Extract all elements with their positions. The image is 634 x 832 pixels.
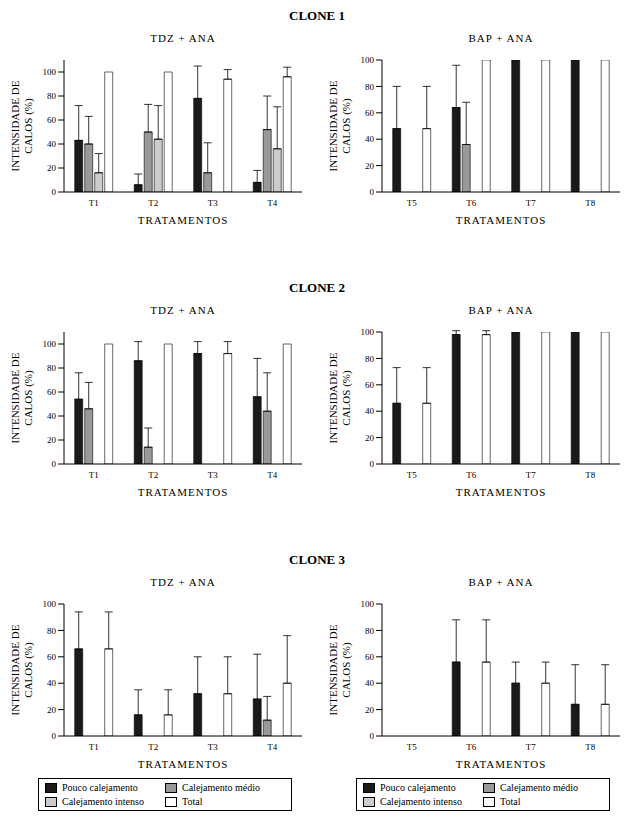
svg-text:100: 100	[43, 67, 57, 77]
html-text:Calejamento intenso: Calejamento intenso	[62, 796, 144, 807]
svg-text:T1: T1	[89, 470, 99, 480]
html-text:BAP + ANA: BAP + ANA	[468, 304, 534, 316]
svg-text:0: 0	[370, 731, 375, 741]
html-text:INTENSIDADE DE CALOS (%): INTENSIDADE DE CALOS (%)	[9, 80, 34, 172]
html-text:BAP + ANA: BAP + ANA	[468, 32, 534, 44]
svg-text:0: 0	[370, 187, 375, 197]
svg-text:0: 0	[52, 187, 57, 197]
html-text:Calejamento intenso: Calejamento intenso	[380, 796, 462, 807]
svg-text:20: 20	[47, 705, 57, 715]
svg-text:T8: T8	[585, 198, 595, 208]
svg-text:40: 40	[365, 678, 375, 688]
html-text:Pouco calejamento: Pouco calejamento	[380, 782, 456, 793]
html-text:TRATAMENTOS: TRATAMENTOS	[455, 486, 547, 498]
svg-text:T1: T1	[89, 198, 99, 208]
svg-text:40: 40	[47, 411, 57, 421]
svg-text:80: 80	[47, 626, 57, 636]
html-text:TRATAMENTOS: TRATAMENTOS	[455, 758, 547, 770]
html-text:INTENSIDADE DE CALOS (%): INTENSIDADE DE CALOS (%)	[9, 352, 34, 444]
svg-text:60: 60	[47, 387, 57, 397]
html-text:TRATAMENTOS: TRATAMENTOS	[137, 214, 229, 226]
svg-text:20: 20	[365, 705, 375, 715]
svg-text:100: 100	[43, 599, 57, 609]
html-text:Total: Total	[182, 796, 203, 807]
svg-text:T5: T5	[407, 470, 417, 480]
html-text:INTENSIDADE DE CALOS (%): INTENSIDADE DE CALOS (%)	[327, 624, 352, 716]
svg-text:T8: T8	[585, 742, 595, 752]
html-text:TRATAMENTOS: TRATAMENTOS	[455, 214, 547, 226]
html-text:Calejamento médio: Calejamento médio	[182, 782, 260, 793]
html-text:INTENSIDADE DE CALOS (%): INTENSIDADE DE CALOS (%)	[327, 352, 352, 444]
svg-text:80: 80	[365, 354, 375, 364]
svg-text:60: 60	[47, 115, 57, 125]
svg-text:T3: T3	[208, 742, 218, 752]
svg-text:T7: T7	[526, 742, 536, 752]
svg-text:60: 60	[365, 652, 375, 662]
svg-text:60: 60	[365, 380, 375, 390]
html-text:CLONE 1: CLONE 1	[289, 8, 345, 23]
html-text:Total: Total	[500, 796, 521, 807]
svg-text:40: 40	[47, 139, 57, 149]
html-text:TRATAMENTOS: TRATAMENTOS	[137, 758, 229, 770]
svg-text:40: 40	[47, 678, 57, 688]
svg-text:T6: T6	[466, 470, 476, 480]
html-text:TDZ + ANA: TDZ + ANA	[150, 32, 216, 44]
html-text:TDZ + ANA: TDZ + ANA	[150, 304, 216, 316]
html-text:TDZ + ANA: TDZ + ANA	[150, 576, 216, 588]
svg-text:T4: T4	[267, 470, 277, 480]
svg-text:T8: T8	[585, 470, 595, 480]
svg-text:T2: T2	[148, 470, 158, 480]
svg-text:40: 40	[365, 134, 375, 144]
svg-text:100: 100	[361, 599, 375, 609]
svg-text:60: 60	[365, 108, 375, 118]
svg-text:80: 80	[47, 91, 57, 101]
svg-text:60: 60	[47, 652, 57, 662]
svg-text:0: 0	[370, 459, 375, 469]
svg-text:T7: T7	[526, 470, 536, 480]
html-text:Calejamento médio: Calejamento médio	[500, 782, 578, 793]
svg-text:T3: T3	[208, 470, 218, 480]
svg-text:0: 0	[52, 731, 57, 741]
svg-text:100: 100	[361, 327, 375, 337]
svg-text:T6: T6	[466, 742, 476, 752]
svg-text:T3: T3	[208, 198, 218, 208]
svg-text:T1: T1	[89, 742, 99, 752]
svg-text:20: 20	[365, 433, 375, 443]
html-text:TRATAMENTOS: TRATAMENTOS	[137, 486, 229, 498]
svg-text:20: 20	[47, 163, 57, 173]
svg-text:T5: T5	[407, 742, 417, 752]
svg-text:T6: T6	[466, 198, 476, 208]
svg-text:20: 20	[365, 161, 375, 171]
svg-text:40: 40	[365, 406, 375, 416]
html-text:Pouco calejamento: Pouco calejamento	[62, 782, 138, 793]
html-text:CLONE 2: CLONE 2	[289, 280, 345, 295]
svg-text:T2: T2	[148, 198, 158, 208]
svg-text:80: 80	[365, 626, 375, 636]
svg-text:T2: T2	[148, 742, 158, 752]
svg-text:100: 100	[43, 339, 57, 349]
svg-text:T4: T4	[267, 198, 277, 208]
svg-text:T7: T7	[526, 198, 536, 208]
html-text:INTENSIDADE DE CALOS (%): INTENSIDADE DE CALOS (%)	[327, 80, 352, 172]
html-text:CLONE 3: CLONE 3	[289, 552, 345, 567]
svg-text:T5: T5	[407, 198, 417, 208]
svg-text:80: 80	[365, 82, 375, 92]
svg-text:100: 100	[361, 55, 375, 65]
svg-text:20: 20	[47, 435, 57, 445]
svg-text:T4: T4	[267, 742, 277, 752]
svg-text:0: 0	[52, 459, 57, 469]
html-text:BAP + ANA: BAP + ANA	[468, 576, 534, 588]
html-text:INTENSIDADE DE CALOS (%): INTENSIDADE DE CALOS (%)	[9, 624, 34, 716]
svg-text:80: 80	[47, 363, 57, 373]
